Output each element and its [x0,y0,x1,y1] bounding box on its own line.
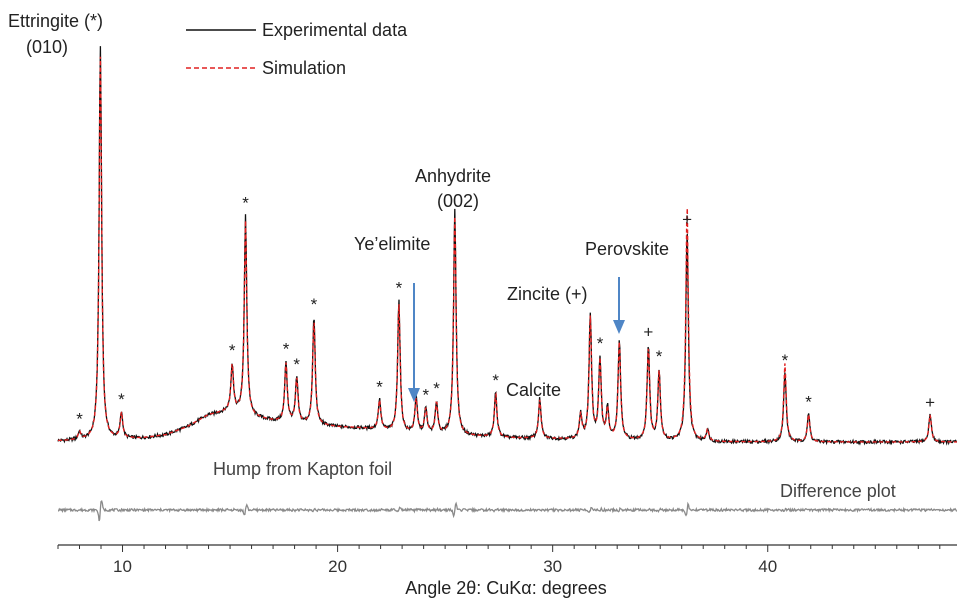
series-group [57,46,957,522]
x-ticks: 10 20 30 40 [57,545,941,576]
label-zincite: Zincite (+) [507,284,588,304]
peak-marker-18: * [597,334,604,353]
peak-marker-6: * [293,355,300,374]
peak-marker-9: * [396,279,403,298]
x-axis-label: Angle 2θ: CuKα: degrees [405,578,607,598]
peak-markers: ********** * **+*+** + [76,194,935,429]
legend: Experimental data Simulation [186,20,408,78]
peak-marker-8: * [376,378,383,397]
label-yeelimite: Ye’elimite [354,234,430,254]
peak-marker-21: + [643,323,653,342]
arrow-perovskite [613,277,625,334]
label-ettringite: Ettringite (*) [8,11,103,31]
peak-marker-11: * [422,386,429,405]
x-tick-label-30: 30 [543,557,562,576]
x-tick-label-40: 40 [758,557,777,576]
label-calcite: Calcite [506,380,561,400]
peak-marker-3: * [229,341,236,360]
label-difference: Difference plot [780,481,896,501]
series-difference [57,499,957,522]
peak-marker-26: * [805,393,812,412]
legend-label-simulation: Simulation [262,58,346,78]
x-axis: 10 20 30 40 Angle 2θ: CuKα: degrees [57,544,957,598]
peak-marker-25: * [782,351,789,370]
peak-marker-0: * [76,409,83,428]
label-anhydrite-hkl: (002) [437,191,479,211]
peak-marker-7: * [311,295,318,314]
arrow-yeelimite [408,283,420,402]
legend-label-experimental: Experimental data [262,20,408,40]
peak-marker-4: * [242,194,249,213]
peak-labels: Ettringite (*) (010) Anhydrite (002) Ye’… [8,11,896,501]
peak-marker-22: * [656,347,663,366]
x-tick-label-10: 10 [113,557,132,576]
peak-marker-2: * [118,390,125,409]
peak-marker-14: * [492,371,499,390]
peak-marker-12: * [433,379,440,398]
x-tick-label-20: 20 [328,557,347,576]
label-kapton: Hump from Kapton foil [213,459,392,479]
peak-marker-27: + [925,393,935,412]
arrows [408,277,625,402]
label-perovskite: Perovskite [585,239,669,259]
series-simulation [58,56,957,443]
peak-marker-5: * [283,340,290,359]
label-ettringite-hkl: (010) [26,37,68,57]
peak-marker-23: + [682,210,692,229]
label-anhydrite: Anhydrite [415,166,491,186]
